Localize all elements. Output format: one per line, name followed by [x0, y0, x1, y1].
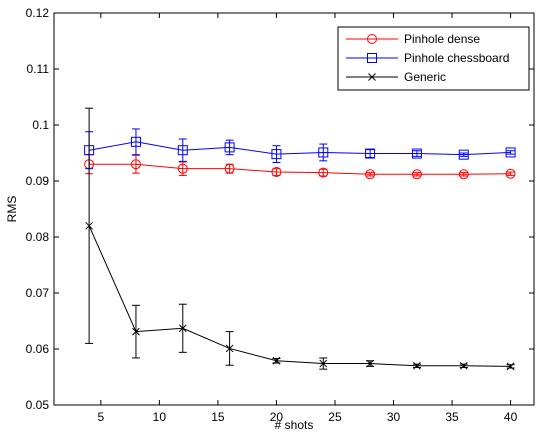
x-tick-label: 25: [328, 410, 342, 424]
x-tick-label: 35: [445, 410, 459, 424]
data-point-circle: [224, 163, 235, 174]
x-tick-label: 40: [504, 410, 518, 424]
data-point-square: [130, 136, 141, 147]
data-point-x-stroke: [132, 327, 140, 336]
series-pinhole-dense: [84, 154, 516, 180]
data-point-x: [319, 359, 328, 368]
legend: Pinhole dense Pinhole chessboard Generic: [337, 26, 530, 91]
data-point-square: [505, 147, 516, 158]
y-tick-label: 0.07: [26, 286, 50, 300]
data-point-circle: [505, 168, 516, 179]
x-tick-label: 15: [211, 410, 225, 424]
y-tick-label: 0.1: [32, 118, 49, 132]
y-tick-label: 0.12: [26, 6, 50, 20]
data-point-circle: [365, 169, 376, 180]
legend-item: Pinhole chessboard: [346, 51, 509, 65]
y-tick-label: 0.05: [26, 398, 50, 412]
y-tick-label: 0.11: [27, 62, 50, 76]
data-point-x: [506, 362, 515, 371]
data-point-x: [368, 73, 376, 81]
x-tick-label: 5: [97, 410, 104, 424]
y-axis-label: RMS: [5, 196, 19, 223]
data-point-x-stroke: [272, 356, 281, 365]
data-point-circle: [367, 34, 377, 44]
data-point-x: [459, 361, 468, 370]
data-point-x: [272, 356, 281, 365]
data-point-circle: [271, 167, 282, 178]
data-point-square: [367, 53, 377, 63]
data-point-square: [224, 142, 235, 153]
data-point-x: [225, 344, 234, 353]
y-tick-label: 0.08: [26, 230, 50, 244]
data-point-x-stroke: [459, 361, 468, 370]
series-layer: [84, 107, 516, 371]
data-point-circle: [177, 163, 188, 174]
x-tick-label: 10: [153, 410, 167, 424]
x-tick-label: 20: [270, 410, 284, 424]
x-axis-label: # shots: [275, 418, 314, 432]
data-point-x-stroke: [368, 73, 376, 81]
legend-label: Pinhole chessboard: [404, 51, 509, 65]
data-point-x-stroke: [85, 221, 93, 230]
data-point-x: [132, 327, 140, 336]
data-point-x: [178, 324, 187, 333]
series-generic: [85, 107, 515, 371]
data-point-x-stroke: [413, 361, 421, 370]
series-line: [88, 225, 511, 367]
data-point-circle: [411, 169, 422, 180]
data-point-square: [318, 147, 329, 158]
legend-item: Pinhole dense: [346, 32, 480, 46]
data-point-square: [411, 148, 422, 159]
data-point-x-stroke: [319, 359, 328, 368]
legend-item: Generic: [346, 70, 446, 84]
data-point-square: [365, 148, 376, 159]
data-point-x-stroke: [225, 344, 234, 353]
series-line: [89, 163, 511, 175]
data-point-x: [366, 359, 374, 368]
data-point-square: [271, 149, 282, 160]
data-point-circle: [318, 167, 329, 178]
data-point-square: [458, 149, 469, 160]
legend-label: Pinhole dense: [404, 32, 480, 46]
data-point-square: [177, 145, 188, 156]
legend-label: Generic: [404, 70, 446, 84]
y-tick-label: 0.06: [26, 342, 50, 356]
y-tick-label: 0.09: [26, 174, 50, 188]
series-line: [89, 141, 511, 156]
axes-layer: 5 10 15 20 25 30 35 40 0.05 0.06 0.07 0.08 0.09 0.1 0.…: [26, 6, 534, 424]
data-point-circle: [130, 159, 141, 170]
x-tick-label: 30: [387, 410, 401, 424]
data-point-x-stroke: [178, 324, 187, 333]
data-point-x-stroke: [366, 359, 374, 368]
data-point-x: [413, 361, 421, 370]
data-point-circle: [458, 169, 469, 180]
data-point-x-stroke: [506, 362, 515, 371]
data-point-x: [85, 221, 93, 230]
